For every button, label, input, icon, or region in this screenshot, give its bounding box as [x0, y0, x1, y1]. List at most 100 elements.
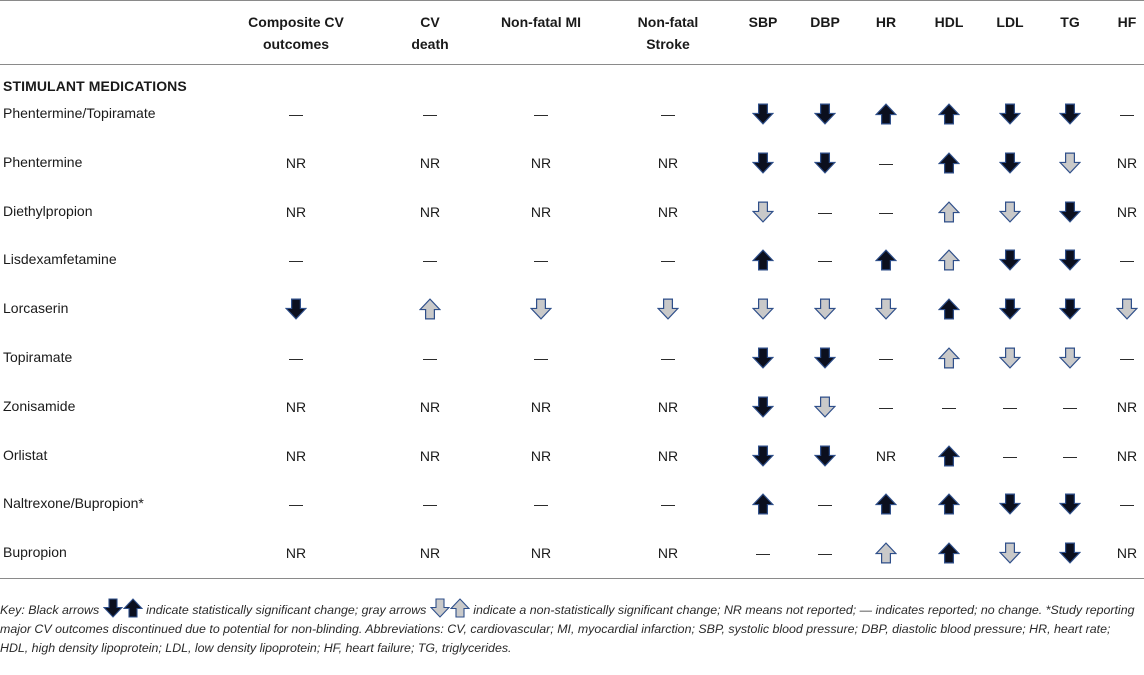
column-header: Composite CV outcomes — [248, 11, 344, 55]
up-gray-arrow-icon — [419, 298, 441, 320]
cell-no-change: — — [1120, 350, 1134, 366]
column-header-line: Stroke — [646, 36, 690, 52]
cell-not-reported: NR — [419, 447, 441, 464]
down-gray-arrow-icon — [999, 542, 1021, 564]
key-black-text: indicate statistically significant chang… — [146, 603, 427, 617]
down-black-arrow-icon — [752, 396, 774, 418]
cell-up-black-arrow-icon — [743, 489, 783, 519]
down-gray-arrow-icon — [999, 201, 1021, 223]
cell-not-reported: NR — [285, 545, 307, 562]
cell-down-gray-arrow-icon — [866, 294, 906, 324]
cell-up-gray-arrow-icon — [410, 294, 450, 324]
up-gray-arrow-icon — [938, 249, 960, 271]
up-black-arrow-icon — [875, 103, 897, 125]
cell-down-gray-arrow-icon — [1050, 343, 1090, 373]
row-label: Lisdexamfetamine — [3, 251, 117, 268]
cell-not-reported: NR — [285, 154, 307, 171]
cell-no-change: — — [818, 252, 832, 269]
table-row: Topiramate — — — — — — — [0, 343, 1144, 373]
column-header: Non-fatal Stroke — [638, 11, 699, 55]
cell-down-black-arrow-icon — [1050, 538, 1090, 568]
table-row: Lisdexamfetamine — — — — — — — [0, 245, 1144, 275]
column-header-line: HR — [875, 14, 897, 30]
key-black-arrows — [102, 598, 146, 618]
cell-down-gray-arrow-icon — [990, 197, 1030, 227]
cell-down-black-arrow-icon — [743, 441, 783, 471]
column-header: LDL — [996, 11, 1023, 33]
cell-no-change: — — [423, 496, 437, 513]
cell-up-gray-arrow-icon — [929, 343, 969, 373]
down-black-arrow-icon — [814, 152, 836, 174]
table-bottom-rule — [0, 578, 1144, 579]
cell-no-change: — — [879, 203, 893, 220]
cell-up-black-arrow-icon — [929, 148, 969, 178]
up-gray-arrow-icon — [938, 347, 960, 369]
down-black-arrow-icon — [285, 298, 307, 320]
cell-no-change: — — [661, 252, 675, 269]
cell-up-black-arrow-icon — [929, 538, 969, 568]
down-black-arrow-icon — [1059, 298, 1081, 320]
key-gray-text: indicate a non-statistically significant… — [0, 603, 1135, 655]
cell-down-black-arrow-icon — [743, 343, 783, 373]
cell-no-change: — — [1120, 252, 1134, 269]
cell-down-gray-arrow-icon — [990, 343, 1030, 373]
row-label: Lorcaserin — [3, 300, 69, 317]
table-row: Phentermine NR NR NR NR — NR — [0, 148, 1144, 178]
column-header-line: Non-fatal — [637, 14, 699, 30]
cell-no-change: — — [423, 252, 437, 269]
down-black-arrow-icon — [814, 347, 836, 369]
down-black-arrow-icon — [999, 298, 1021, 320]
cell-down-black-arrow-icon — [1050, 99, 1090, 129]
cell-no-change: — — [818, 203, 832, 220]
down-gray-arrow-icon — [530, 298, 552, 320]
up-black-arrow-icon — [938, 542, 960, 564]
key-gray-arrows — [429, 598, 473, 618]
cell-not-reported: NR — [657, 398, 679, 415]
cell-down-gray-arrow-icon — [990, 538, 1030, 568]
table-row: Bupropion NR NR NR NR — — NR — [0, 538, 1144, 568]
table-row: Zonisamide NR NR NR NR — — — — NR — [0, 392, 1144, 422]
cell-no-change: — — [1003, 447, 1017, 464]
down-black-arrow-icon — [999, 152, 1021, 174]
column-header: HDL — [935, 11, 964, 33]
cell-down-black-arrow-icon — [990, 294, 1030, 324]
cell-down-black-arrow-icon — [990, 99, 1030, 129]
cell-not-reported: NR — [419, 203, 441, 220]
row-label: Naltrexone/Bupropion* — [3, 495, 144, 512]
up-black-arrow-icon — [752, 493, 774, 515]
row-label: Topiramate — [3, 349, 73, 365]
cell-up-black-arrow-icon — [929, 294, 969, 324]
row-label: Zonisamide — [3, 397, 76, 414]
column-header: TG — [1060, 11, 1079, 33]
cell-down-gray-arrow-icon — [1050, 148, 1090, 178]
cell-up-black-arrow-icon — [866, 245, 906, 275]
cell-no-change: — — [1063, 447, 1077, 464]
table-row: Naltrexone/Bupropion* — — — — — — — [0, 489, 1144, 519]
cell-not-reported: NR — [657, 203, 679, 220]
down-black-arrow-icon — [1059, 493, 1081, 516]
column-header: CV death — [411, 11, 448, 55]
cell-down-gray-arrow-icon — [805, 294, 845, 324]
cell-down-black-arrow-icon — [276, 294, 316, 324]
down-black-arrow-icon — [1059, 542, 1081, 564]
cell-not-reported: NR — [657, 154, 679, 171]
cell-no-change: — — [879, 398, 893, 415]
table-row: Lorcaserin — [0, 294, 1144, 324]
down-black-arrow-icon — [752, 103, 774, 125]
key-up-gray-arrow-icon — [449, 598, 471, 618]
down-black-arrow-icon — [999, 249, 1021, 272]
cell-down-gray-arrow-icon — [805, 392, 845, 422]
cell-no-change: — — [289, 106, 303, 122]
cell-down-black-arrow-icon — [743, 148, 783, 178]
column-header: HR — [876, 11, 896, 33]
cell-not-reported: NR — [1116, 447, 1138, 464]
cell-up-black-arrow-icon — [929, 489, 969, 519]
column-header-line: death — [411, 36, 449, 52]
row-label: Phentermine — [3, 153, 83, 170]
table-row: Phentermine/Topiramate — — — — — — [0, 99, 1144, 129]
cell-down-black-arrow-icon — [805, 441, 845, 471]
cell-down-black-arrow-icon — [990, 489, 1030, 519]
up-gray-arrow-icon — [875, 542, 897, 564]
cell-down-black-arrow-icon — [805, 99, 845, 129]
column-header-line: Composite CV — [248, 14, 344, 30]
